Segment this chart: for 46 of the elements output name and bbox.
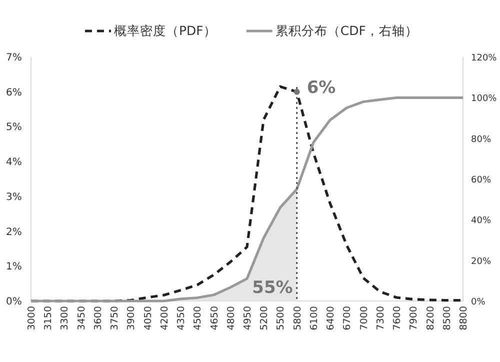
y-tick-label: 0% (6, 296, 22, 308)
x-tick-label: 5800 (292, 306, 304, 330)
y2-tick-label: 0% (471, 298, 486, 308)
x-tick-label: 6700 (342, 306, 354, 330)
x-tick-label: 8200 (425, 306, 436, 330)
y2-tick-label: 100% (471, 94, 498, 104)
x-tick-label: 3900 (126, 306, 138, 330)
x-tick-label: 8800 (458, 306, 470, 330)
x-tick-label: 4650 (209, 306, 220, 330)
y-tick-label: 2% (6, 226, 22, 238)
x-tick-label: 4950 (242, 306, 254, 330)
y2-tick-label: 60% (471, 176, 492, 186)
x-tick-label: 8500 (442, 306, 453, 330)
x-tick-label: 5500 (276, 306, 287, 330)
y-tick-label: 6% (6, 87, 22, 98)
y2-tick-label: 20% (471, 256, 492, 267)
x-tick-label: 6100 (308, 306, 320, 330)
x-tick-label: 4500 (192, 306, 204, 330)
x-tick-label: 4200 (159, 306, 170, 330)
x-tick-label: 3450 (76, 306, 88, 330)
annotation: 55% (252, 278, 293, 298)
y-tick-label: 5% (6, 122, 22, 134)
legend-label: 概率密度（PDF） (114, 23, 216, 38)
x-tick-label: 3000 (26, 306, 38, 330)
y-tick-label: 7% (6, 52, 22, 64)
y2-tick-label: 80% (471, 134, 492, 145)
y-tick-label: 1% (6, 262, 22, 273)
x-tick-label: 7000 (358, 306, 370, 330)
y2-tick-label: 120% (471, 54, 498, 64)
x-tick-label: 4350 (176, 306, 188, 330)
x-tick-label: 3750 (110, 306, 121, 330)
x-tick-label: 3300 (60, 306, 71, 330)
x-tick-label: 4050 (142, 306, 154, 330)
y-tick-label: 3% (6, 192, 22, 203)
x-tick-label: 7300 (375, 306, 386, 330)
y-tick-label: 4% (6, 157, 22, 168)
x-tick-label: 5200 (259, 306, 270, 330)
annotation: 6% (306, 78, 336, 98)
x-tick-label: 6400 (326, 306, 337, 330)
x-tick-label: 3150 (43, 306, 54, 330)
x-tick-label: 3600 (92, 306, 104, 330)
x-tick-label: 7600 (392, 306, 404, 330)
x-tick-label: 7900 (408, 306, 420, 330)
x-tick-label: 4800 (226, 306, 237, 330)
legend-label: 累积分布（CDF，右轴） (275, 23, 418, 38)
y2-tick-label: 40% (471, 216, 492, 226)
